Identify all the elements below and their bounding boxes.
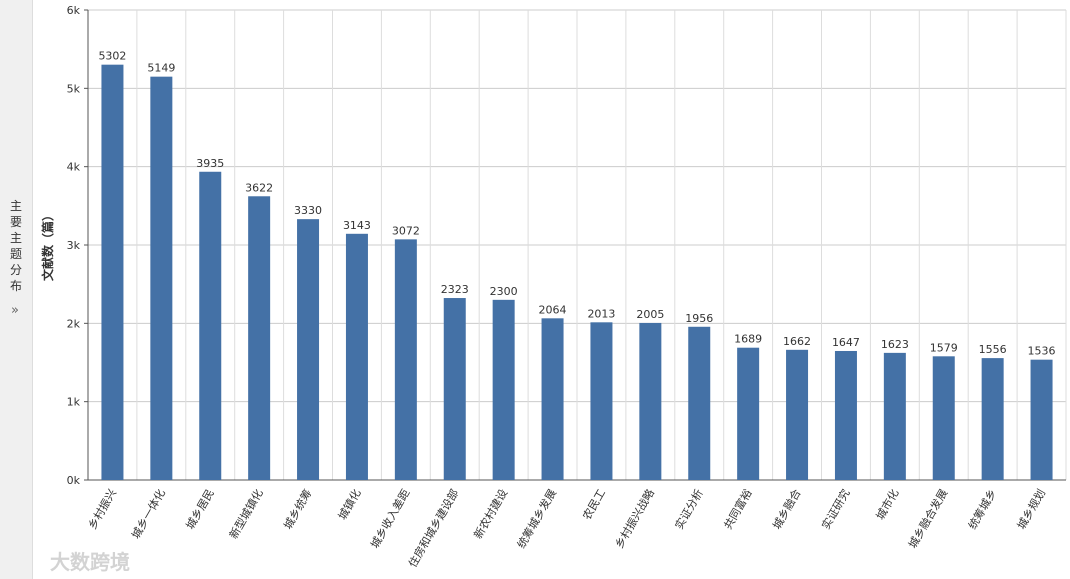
y-axis-label: 文献数（篇） [40,209,55,281]
x-tick-label: 城乡居民 [184,487,217,532]
x-tick-label: 实证研究 [818,487,852,532]
y-tick-label: 3k [67,239,81,252]
bar [590,322,613,480]
x-tick-label: 城乡统筹 [281,487,315,532]
bar [248,196,271,480]
bar [443,298,466,480]
x-tick-label: 乡村振兴 [85,487,119,532]
bar [541,318,564,480]
y-tick-label: 6k [67,4,81,17]
bar [981,358,1004,480]
bar [394,239,417,480]
value-label: 2323 [441,283,469,296]
value-label: 1956 [685,312,713,325]
y-tick-label: 1k [67,396,81,409]
x-tick-label: 城乡融合 [770,487,804,532]
value-label: 1536 [1028,345,1056,358]
value-label: 2013 [587,307,615,320]
x-tick-label: 统筹城乡 [965,487,999,532]
bar [883,352,906,480]
sidebar-title: 主要主题分布 [10,199,23,293]
value-label: 2300 [490,285,518,298]
x-tick-label: 城乡一体化 [128,487,168,542]
sidebar-toggle[interactable]: » [11,303,19,318]
x-tick-label: 新型城镇化 [226,487,266,542]
value-label: 3622 [245,181,273,194]
value-label: 1689 [734,333,762,346]
x-tick-label: 城市化 [873,487,902,523]
x-tick-label: 实证分析 [672,487,706,532]
value-label: 2005 [636,308,664,321]
watermark: 大数跨境 [50,550,130,574]
value-label: 1556 [979,343,1007,356]
bar [639,322,662,480]
x-tick-label: 统筹城乡发展 [514,487,559,551]
value-label: 2064 [539,303,567,316]
bar [101,64,124,480]
bar [345,233,368,480]
x-tick-label: 共同富裕 [721,487,755,532]
x-tick-label: 住房和城乡建设部 [405,487,461,570]
y-tick-label: 0k [67,474,81,487]
bar [834,350,857,480]
value-label: 1662 [783,335,811,348]
value-label: 3330 [294,204,322,217]
value-label: 1623 [881,338,909,351]
y-tick-label: 5k [67,82,81,95]
value-label: 5149 [147,62,175,75]
value-label: 3072 [392,224,420,237]
bar [199,171,222,480]
value-label: 3935 [196,157,224,170]
x-tick-label: 城镇化 [335,487,364,523]
x-tick-label: 城乡收入差距 [367,487,412,551]
bar [150,76,173,480]
bar [786,349,809,480]
y-tick-label: 2k [67,317,81,330]
bar [932,356,955,480]
value-label: 1647 [832,336,860,349]
value-label: 5302 [98,50,126,63]
x-tick-label: 城乡规划 [1014,487,1048,532]
x-tick-label: 乡村振兴战略 [612,487,657,551]
bar [737,347,760,480]
bar [297,219,320,480]
bar [688,326,711,480]
sidebar[interactable]: 主要主题分布 » [0,0,33,579]
value-label: 1579 [930,341,958,354]
y-tick-label: 4k [67,161,81,174]
value-label: 3143 [343,219,371,232]
x-tick-label: 农民工 [579,487,608,523]
bar [492,299,515,480]
x-tick-label: 城乡融合发展 [905,487,950,551]
bar [1030,359,1053,480]
x-tick-label: 新农村建设 [471,487,511,542]
